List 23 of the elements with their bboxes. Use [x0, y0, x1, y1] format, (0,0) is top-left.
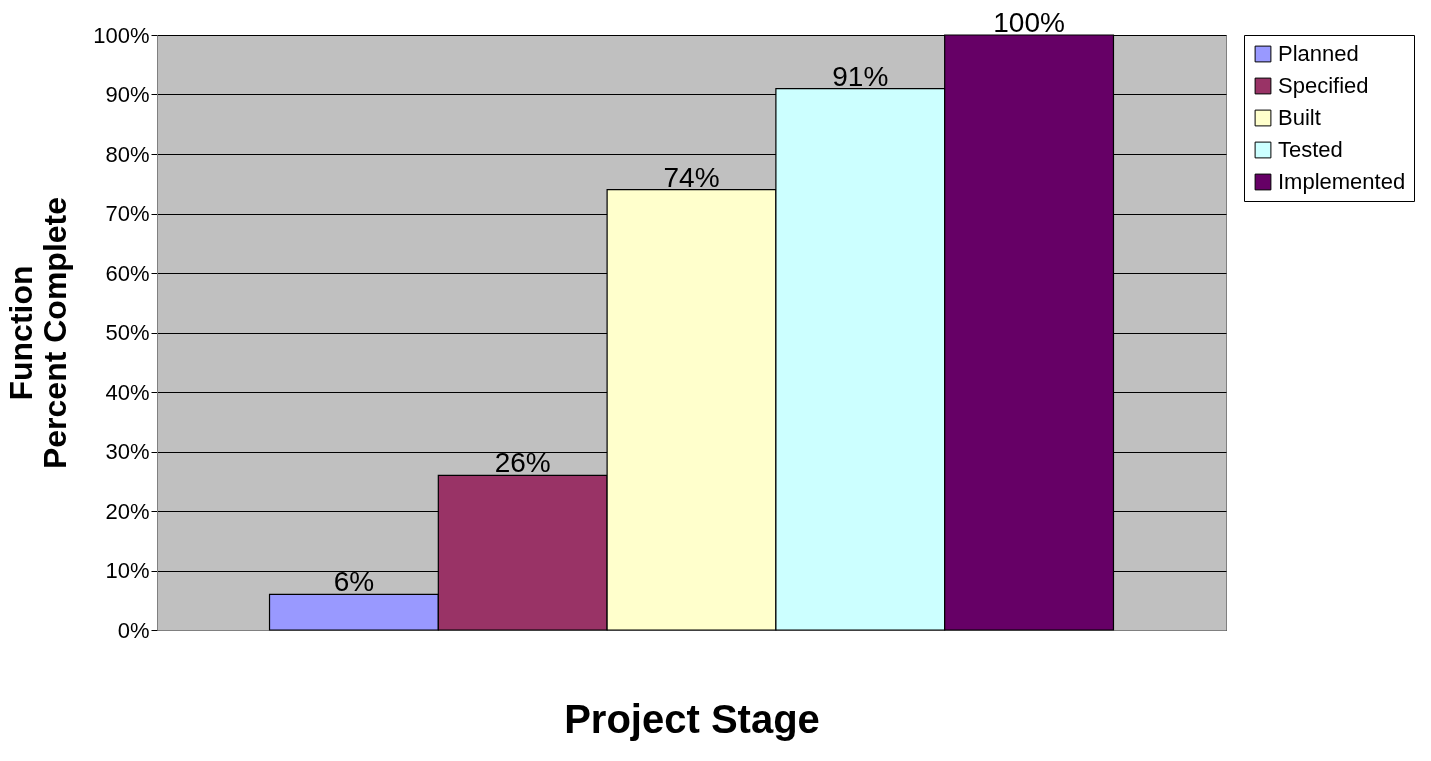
data-label: 100% — [993, 7, 1065, 38]
y-tick-label: 70% — [105, 201, 150, 226]
y-tick-label: 50% — [105, 320, 150, 345]
y-tick-label: 80% — [105, 141, 150, 167]
y-axis-title: Function Percent Complete — [3, 196, 74, 470]
y-tick-label: 20% — [105, 498, 150, 524]
legend-label: Built — [1278, 105, 1321, 130]
legend-label: Planned — [1278, 41, 1359, 66]
legend-label: Specified — [1278, 73, 1369, 98]
x-axis-title: Project Stage — [564, 696, 820, 741]
legend-label: Implemented — [1278, 169, 1406, 194]
data-label: 6% — [333, 566, 375, 598]
y-tick-label: 100% — [93, 22, 150, 48]
y-tick-label: 0% — [117, 617, 150, 643]
data-label: 26% — [494, 447, 551, 479]
y-tick-label: 60% — [105, 260, 150, 286]
y-tick-label: 40% — [105, 379, 150, 405]
y-tick-label: 90% — [105, 82, 150, 107]
data-label: 74% — [663, 161, 720, 193]
y-tick-label: 30% — [105, 439, 150, 464]
legend-label: Tested — [1278, 137, 1343, 162]
data-label: 91% — [832, 60, 889, 92]
y-tick-label: 10% — [105, 558, 150, 583]
